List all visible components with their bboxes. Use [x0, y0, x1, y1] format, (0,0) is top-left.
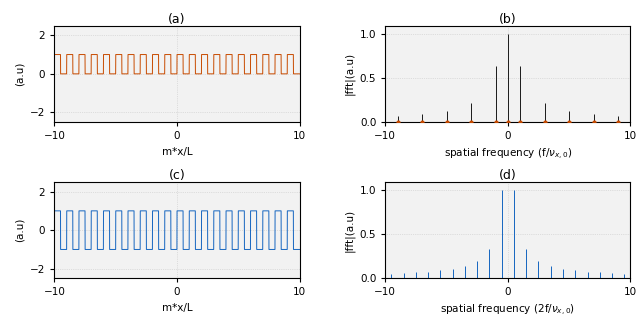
- Title: (b): (b): [499, 12, 516, 26]
- Y-axis label: (a.u): (a.u): [15, 62, 24, 86]
- Y-axis label: |fft|(a.u): |fft|(a.u): [344, 209, 354, 252]
- X-axis label: m*x/L: m*x/L: [162, 303, 192, 313]
- Title: (d): (d): [499, 169, 516, 182]
- Y-axis label: |fft|(a.u): |fft|(a.u): [344, 52, 354, 95]
- Title: (c): (c): [168, 169, 186, 182]
- X-axis label: m*x/L: m*x/L: [162, 147, 192, 157]
- Y-axis label: (a.u): (a.u): [15, 218, 24, 242]
- Title: (a): (a): [168, 12, 186, 26]
- X-axis label: spatial frequency (2f/$\nu_{x,0}$): spatial frequency (2f/$\nu_{x,0}$): [440, 303, 575, 318]
- X-axis label: spatial frequency (f/$\nu_{x,0}$): spatial frequency (f/$\nu_{x,0}$): [444, 147, 572, 162]
